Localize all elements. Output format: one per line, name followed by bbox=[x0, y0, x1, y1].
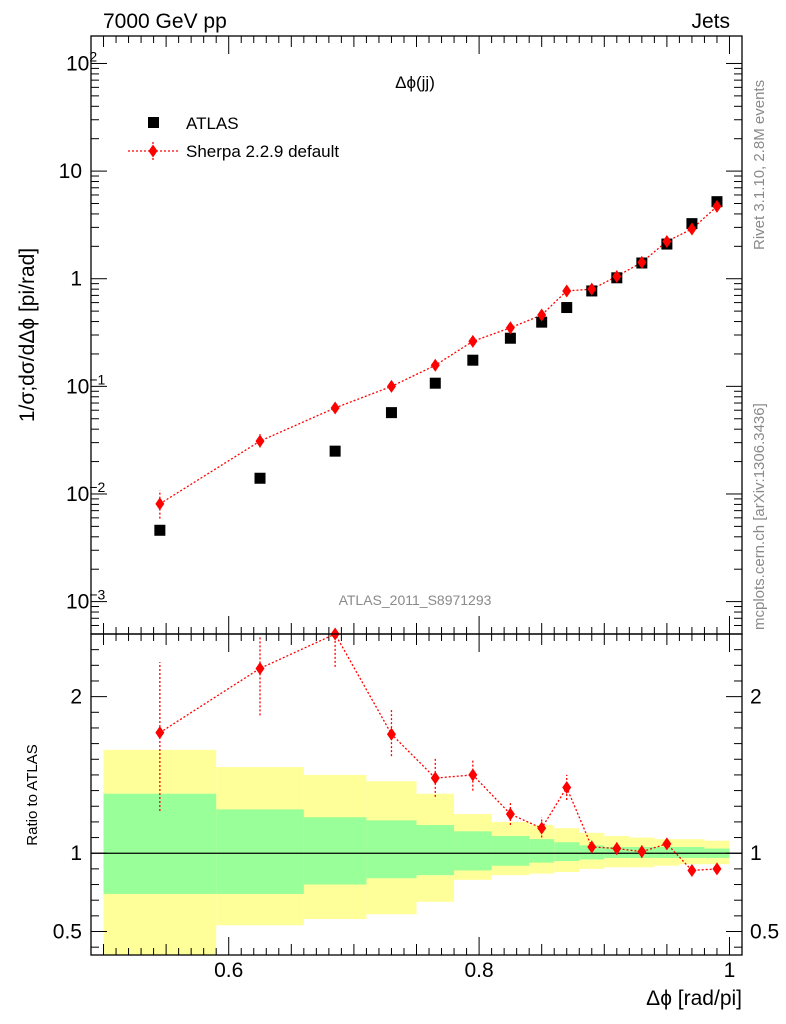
ratio-y-tick-label-left: 2 bbox=[70, 686, 82, 709]
main-y-tick-label: 102 bbox=[66, 48, 97, 75]
sherpa-ratio-point bbox=[587, 840, 597, 854]
sherpa-main-line bbox=[159, 205, 718, 505]
atlas-data-point bbox=[154, 524, 166, 536]
sherpa-main-point bbox=[386, 379, 396, 393]
legend-sherpa-label: Sherpa 2.2.9 default bbox=[186, 142, 339, 161]
atlas-data-point bbox=[385, 407, 397, 419]
sherpa-main-point bbox=[537, 308, 547, 322]
ratio-panel: 0.5 0.5 1 1 2 2 0.6 0.8 1 Ratio to ATLAS Δϕ [rad… bbox=[24, 627, 779, 1010]
sherpa-main-point bbox=[712, 199, 722, 213]
ratio-y-tick-label-left: 0.5 bbox=[53, 921, 82, 944]
sherpa-ratio-point bbox=[430, 771, 440, 785]
ratio-band-inner bbox=[491, 835, 530, 866]
sherpa-ratio-point bbox=[155, 726, 165, 740]
legend-sherpa-marker bbox=[148, 144, 158, 158]
analysis-id-label: ATLAS_2011_S8971293 bbox=[339, 592, 492, 608]
main-y-tick-label: 10 bbox=[59, 160, 82, 183]
rivet-version-label: Rivet 3.1.10, 2.8M events bbox=[751, 80, 768, 250]
sherpa-main-point bbox=[637, 255, 647, 269]
sherpa-ratio-point bbox=[612, 842, 622, 856]
ratio-band-inner bbox=[654, 846, 680, 858]
sherpa-ratio-point bbox=[537, 821, 547, 835]
ratio-y-axis-label: Ratio to ATLAS bbox=[24, 744, 41, 845]
header-left-label: 7000 GeV pp bbox=[103, 10, 227, 33]
atlas-data-point bbox=[467, 354, 479, 366]
ratio-y-tick-label-right: 0.5 bbox=[750, 921, 779, 944]
x-tick-label: 0.6 bbox=[214, 959, 243, 982]
ratio-y-tick-label-left: 1 bbox=[70, 842, 82, 865]
ratio-band-inner bbox=[679, 846, 705, 858]
sherpa-main-point bbox=[662, 234, 672, 248]
x-tick-label: 0.8 bbox=[464, 959, 493, 982]
main-y-tick-label: 10−3 bbox=[66, 587, 106, 614]
sherpa-ratio-point bbox=[687, 863, 697, 877]
atlas-data-point bbox=[561, 302, 573, 314]
sherpa-main-point bbox=[430, 358, 440, 372]
sherpa-main-point bbox=[468, 334, 478, 348]
sherpa-main-point bbox=[687, 222, 697, 236]
main-panel: 102 10 1 10−1 10−2 10−3 Δϕ(jj) ATLAS_2011_S89… bbox=[16, 35, 743, 635]
sherpa-ratio-point bbox=[255, 661, 265, 675]
ratio-band-inner bbox=[454, 831, 492, 871]
sherpa-ratio-point bbox=[505, 807, 515, 821]
sherpa-main-point bbox=[330, 401, 340, 415]
sherpa-ratio-point bbox=[468, 768, 478, 782]
ratio-band-inner bbox=[303, 817, 367, 885]
x-axis-label: Δϕ [rad/pi] bbox=[646, 987, 742, 1010]
sherpa-ratio-point bbox=[712, 862, 722, 876]
main-y-tick-label: 10−2 bbox=[66, 479, 106, 506]
sherpa-main-point bbox=[587, 282, 597, 296]
sherpa-ratio-point bbox=[386, 727, 396, 741]
ratio-band-inner bbox=[416, 825, 455, 876]
legend: ATLAS Sherpa 2.2.9 default bbox=[128, 114, 339, 161]
atlas-data-point bbox=[504, 332, 516, 344]
x-tick-label: 1 bbox=[724, 959, 736, 982]
legend-atlas-label: ATLAS bbox=[186, 114, 239, 133]
atlas-data-point bbox=[254, 472, 266, 484]
ratio-band-inner bbox=[529, 839, 555, 863]
sherpa-ratio-point bbox=[562, 780, 572, 794]
main-y-tick-label: 1 bbox=[70, 268, 82, 291]
main-y-tick-label: 10−1 bbox=[66, 371, 106, 398]
sherpa-main-point bbox=[505, 321, 515, 335]
atlas-data-point bbox=[536, 316, 548, 328]
ratio-band-inner bbox=[554, 842, 580, 862]
atlas-data-point bbox=[329, 445, 341, 457]
sherpa-ratio-point bbox=[637, 845, 647, 859]
sherpa-main-point bbox=[612, 269, 622, 283]
sherpa-main-point bbox=[155, 497, 165, 511]
ratio-band-inner bbox=[366, 820, 417, 879]
mcplots-label: mcplots.cern.ch [arXiv:1306.3436] bbox=[751, 403, 768, 630]
legend-atlas-marker bbox=[148, 117, 159, 128]
ratio-band-inner bbox=[216, 809, 304, 894]
sherpa-main-point bbox=[562, 284, 572, 298]
main-title: Δϕ(jj) bbox=[395, 73, 435, 92]
sherpa-ratio-point bbox=[662, 837, 672, 851]
ratio-y-tick-label-right: 1 bbox=[750, 842, 762, 865]
sherpa-main-point bbox=[255, 434, 265, 448]
ratio-band-inner bbox=[103, 793, 217, 894]
atlas-data-point bbox=[429, 377, 441, 389]
header-right-label: Jets bbox=[691, 10, 730, 33]
ratio-y-tick-label-right: 2 bbox=[750, 686, 762, 709]
main-y-axis-label: 1/σ;dσ/dΔϕ [pi/rad] bbox=[16, 248, 39, 422]
